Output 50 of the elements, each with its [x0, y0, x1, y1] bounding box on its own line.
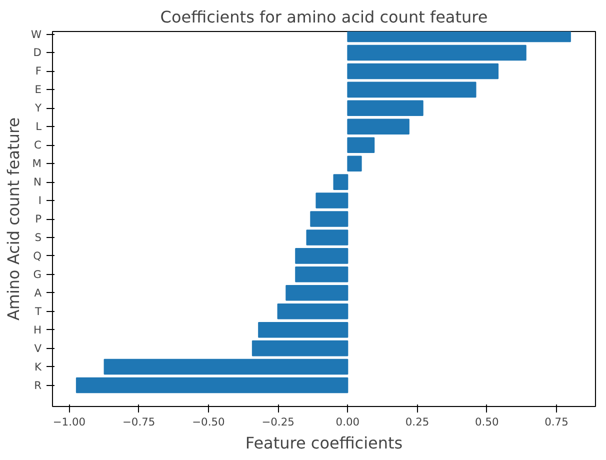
x-tick-label: 0.75 — [544, 416, 568, 428]
y-tick-label: S — [34, 230, 42, 244]
x-tick-label: 0.50 — [475, 416, 499, 428]
bar — [306, 230, 348, 246]
y-tick-label: A — [34, 286, 42, 300]
y-tick-label: H — [33, 323, 42, 336]
y-tick-label: T — [34, 304, 42, 318]
y-tick-label: M — [32, 157, 42, 170]
bar — [310, 211, 348, 227]
x-axis-title: Feature coefficients — [245, 434, 403, 452]
chart-title: Coefficients for amino acid count feature — [160, 8, 488, 26]
y-tick-label: R — [34, 378, 42, 392]
bar — [347, 156, 362, 172]
y-tick-label: V — [34, 342, 42, 355]
bar — [347, 137, 375, 153]
bar — [104, 358, 348, 375]
bar — [347, 63, 499, 80]
x-tick-label: 0.00 — [336, 416, 360, 428]
x-tick-label: −0.25 — [262, 416, 294, 428]
y-tick-label: C — [34, 138, 42, 152]
y-tick-label: E — [34, 83, 42, 96]
y-tick-label: F — [35, 64, 42, 78]
bar — [333, 174, 348, 190]
bar — [347, 100, 424, 116]
y-tick-label: D — [33, 46, 42, 60]
bar — [286, 285, 348, 301]
bar — [347, 44, 526, 61]
x-tick-label: −1.00 — [52, 416, 86, 428]
y-axis-title: Amino Acid count feature — [4, 117, 23, 321]
bar — [295, 248, 348, 264]
y-tick-label: K — [34, 360, 43, 374]
bar — [258, 322, 348, 338]
bar — [347, 82, 476, 98]
x-tick-label: 0.25 — [405, 416, 430, 428]
bar — [295, 266, 348, 282]
bar — [252, 340, 348, 356]
bar — [347, 118, 410, 135]
y-tick-label: I — [38, 194, 42, 208]
y-tick-label: P — [35, 212, 42, 226]
bar — [76, 377, 348, 394]
y-tick-label: N — [34, 176, 42, 189]
x-tick-label: −0.50 — [192, 416, 225, 428]
x-tick-label: −0.75 — [122, 416, 156, 428]
bar — [277, 303, 348, 320]
y-tick-label: G — [33, 268, 42, 281]
y-tick-label: Y — [34, 102, 42, 115]
y-tick-label: W — [30, 28, 42, 41]
bar — [316, 192, 348, 208]
y-tick-label: L — [36, 120, 42, 134]
y-tick-label: Q — [33, 249, 42, 262]
